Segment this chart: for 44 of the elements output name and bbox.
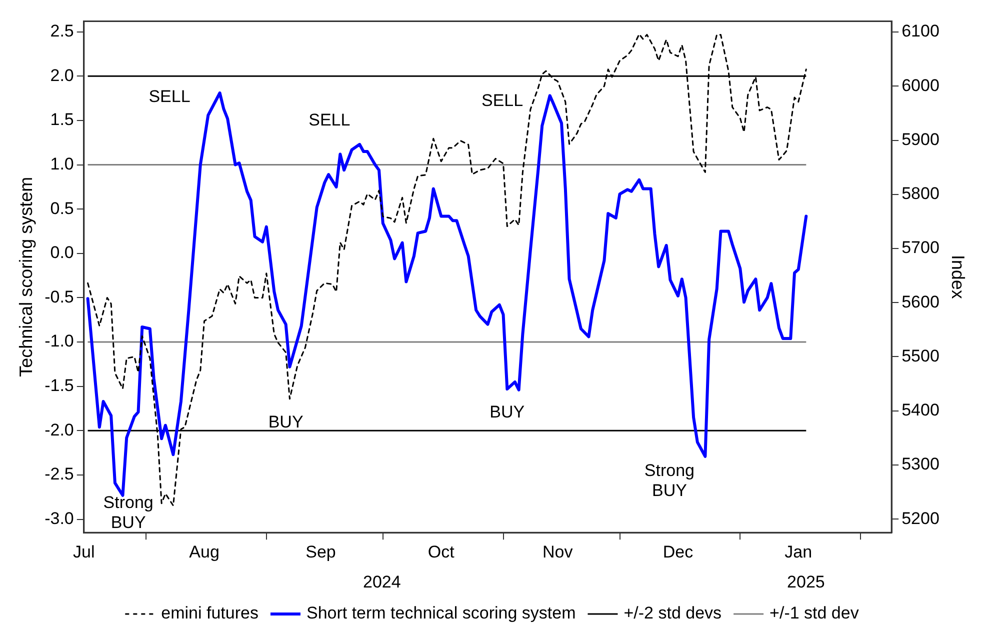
y2-tick-label: 5600 (902, 292, 940, 312)
annotation: BUY (268, 412, 304, 432)
annotation: Strong BUY (644, 461, 695, 500)
y2-tick-label: 5700 (902, 238, 940, 258)
y-tick-label: -1.0 (44, 332, 74, 351)
x-tick-label: Aug (189, 542, 220, 562)
legend-label: emini futures (161, 604, 258, 623)
annotation: Strong BUY (103, 492, 154, 532)
y2-tick-label: 5400 (902, 400, 940, 420)
y2-axis-title: Index (948, 254, 968, 299)
x-tick-label: Oct (428, 542, 455, 562)
text: 2024 (363, 572, 401, 592)
y-tick-label: 0.0 (50, 243, 74, 262)
annotation: SELL (308, 110, 350, 130)
legend-label: +/-2 std devs (624, 604, 722, 623)
legend-label: Short term technical scoring system (306, 604, 576, 623)
y2-tick-label: 5900 (902, 130, 940, 149)
y-tick-label: 1.0 (50, 154, 74, 174)
x-tick-label: Jan (784, 542, 812, 562)
annotation: BUY (490, 402, 525, 422)
y-tick-label: -2.0 (44, 420, 74, 440)
y-tick-label: 2.5 (50, 22, 74, 41)
y2-tick-label: 5800 (902, 184, 940, 204)
x-tick-label: Jul (73, 542, 95, 562)
y2-tick-label: 5200 (902, 508, 940, 528)
y2-tick-label: 6100 (902, 22, 940, 41)
x-tick-label: Sep (306, 542, 336, 562)
y-tick-label: -0.5 (44, 287, 74, 306)
y-axis-title: Technical scoring system (16, 176, 36, 377)
y-tick-label: 2.0 (50, 66, 74, 85)
annotation: SELL (481, 91, 524, 110)
y-tick-label: -3.0 (44, 508, 74, 528)
y-tick-label: -1.5 (44, 376, 74, 396)
annotation: SELL (148, 87, 190, 106)
y2-tick-label: 6000 (902, 76, 940, 95)
legend-label: +/-1 std dev (770, 604, 860, 623)
x-tick-label: Nov (542, 542, 574, 562)
y2-tick-label: 5300 (902, 454, 940, 474)
text: 2025 (787, 572, 825, 592)
y2-tick-label: 5500 (902, 346, 940, 366)
y-tick-label: 1.5 (50, 110, 74, 130)
y-tick-label: -2.5 (44, 464, 74, 484)
x-tick-label: Dec (662, 542, 694, 562)
y-tick-label: 0.5 (50, 198, 74, 218)
